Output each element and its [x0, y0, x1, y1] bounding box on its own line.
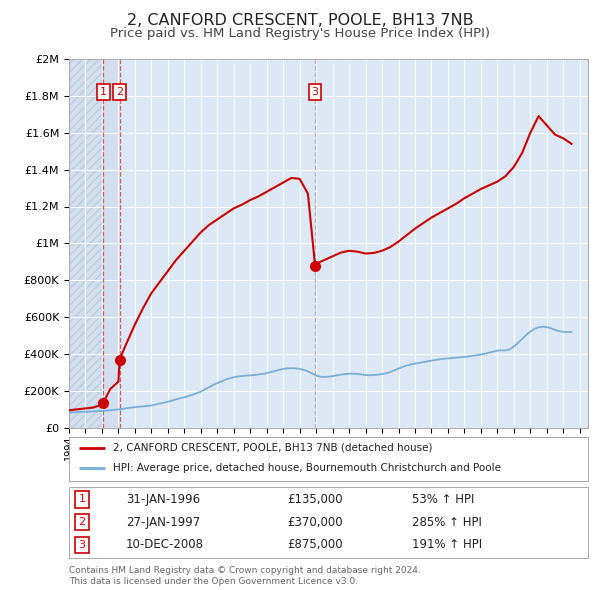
- Text: 285% ↑ HPI: 285% ↑ HPI: [412, 516, 481, 529]
- Text: 3: 3: [79, 540, 85, 550]
- Text: 10-DEC-2008: 10-DEC-2008: [126, 538, 204, 551]
- Text: 2: 2: [116, 87, 123, 97]
- Text: 31-JAN-1996: 31-JAN-1996: [126, 493, 200, 506]
- Text: £875,000: £875,000: [287, 538, 343, 551]
- Text: £135,000: £135,000: [287, 493, 343, 506]
- Text: Price paid vs. HM Land Registry's House Price Index (HPI): Price paid vs. HM Land Registry's House …: [110, 27, 490, 40]
- Text: 27-JAN-1997: 27-JAN-1997: [126, 516, 200, 529]
- Text: 191% ↑ HPI: 191% ↑ HPI: [412, 538, 482, 551]
- Text: 1: 1: [100, 87, 107, 97]
- Text: 2: 2: [79, 517, 86, 527]
- Text: 1: 1: [79, 494, 85, 504]
- Text: 2, CANFORD CRESCENT, POOLE, BH13 7NB (detached house): 2, CANFORD CRESCENT, POOLE, BH13 7NB (de…: [113, 442, 433, 453]
- Text: £370,000: £370,000: [287, 516, 343, 529]
- Text: 2, CANFORD CRESCENT, POOLE, BH13 7NB: 2, CANFORD CRESCENT, POOLE, BH13 7NB: [127, 13, 473, 28]
- Text: Contains HM Land Registry data © Crown copyright and database right 2024.: Contains HM Land Registry data © Crown c…: [69, 566, 421, 575]
- Text: This data is licensed under the Open Government Licence v3.0.: This data is licensed under the Open Gov…: [69, 577, 358, 586]
- Bar: [69, 59, 103, 428]
- Text: 53% ↑ HPI: 53% ↑ HPI: [412, 493, 474, 506]
- Text: 3: 3: [311, 87, 319, 97]
- Text: HPI: Average price, detached house, Bournemouth Christchurch and Poole: HPI: Average price, detached house, Bour…: [113, 464, 501, 473]
- Bar: [103, 59, 119, 428]
